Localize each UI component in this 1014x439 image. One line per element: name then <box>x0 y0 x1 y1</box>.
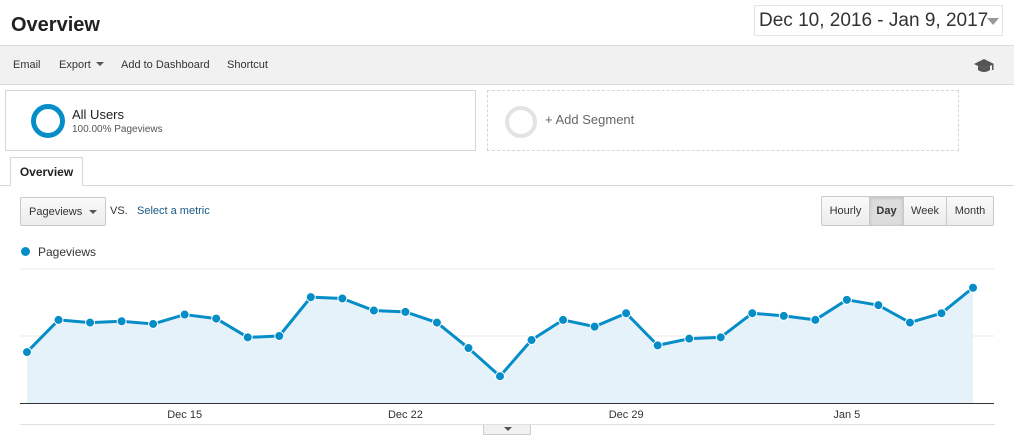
segment-name: All Users <box>72 107 125 122</box>
chart-bottom-border <box>20 424 995 425</box>
pageviews-chart: Dec 15 Dec 22 Dec 29 Jan 5 <box>20 268 994 421</box>
export-button[interactable]: Export <box>59 59 104 71</box>
data-point <box>148 318 159 329</box>
data-point <box>274 331 285 341</box>
tabs-divider <box>0 185 1014 186</box>
x-tick-label: Dec 29 <box>609 409 644 421</box>
data-point <box>116 316 127 327</box>
shortcut-button[interactable]: Shortcut <box>227 59 268 71</box>
metric-select-value: Pageviews <box>29 206 83 218</box>
hourly-button[interactable]: Hourly <box>821 196 870 226</box>
data-point <box>810 314 821 325</box>
date-range-picker[interactable]: Dec 10, 2016 - Jan 9, 2017 <box>754 5 1003 36</box>
data-point <box>337 293 348 304</box>
email-button[interactable]: Email <box>13 59 41 71</box>
data-point <box>747 308 758 319</box>
data-point <box>495 371 505 382</box>
data-point <box>904 317 915 328</box>
data-point <box>968 282 978 293</box>
legend-marker <box>21 247 30 256</box>
data-point <box>431 317 442 328</box>
data-point <box>22 347 32 358</box>
data-point <box>211 313 222 324</box>
report-header: Overview Dec 10, 2016 - Jan 9, 2017 <box>0 0 1014 45</box>
chevron-down-icon <box>987 18 999 25</box>
report-toolbar: Email Export Add to Dashboard Shortcut <box>0 45 1014 85</box>
x-tick-label: Dec 15 <box>167 409 202 421</box>
tab-overview[interactable]: Overview <box>10 157 83 186</box>
export-label: Export <box>59 59 91 71</box>
add-segment-button[interactable]: + Add Segment <box>487 90 959 151</box>
data-point <box>526 335 537 346</box>
data-point <box>85 317 96 328</box>
chevron-down-icon <box>89 210 97 214</box>
x-tick-label: Jan 5 <box>833 409 860 421</box>
data-point <box>463 343 474 354</box>
data-point <box>778 310 789 321</box>
data-point <box>242 332 253 343</box>
segment-ring-icon <box>31 104 65 138</box>
page-title: Overview <box>11 14 100 36</box>
data-point <box>179 309 190 320</box>
data-point <box>621 308 632 319</box>
add-segment-label: + Add Segment <box>545 112 635 127</box>
data-point <box>684 333 695 344</box>
vs-label: VS. <box>110 205 128 217</box>
date-range-text: Dec 10, 2016 - Jan 9, 2017 <box>759 10 989 31</box>
x-tick-label: Dec 22 <box>388 409 423 421</box>
data-point <box>368 305 379 316</box>
chevron-down-icon <box>95 62 104 66</box>
month-button[interactable]: Month <box>947 196 994 226</box>
data-point <box>652 340 663 351</box>
add-to-dashboard-button[interactable]: Add to Dashboard <box>121 59 210 71</box>
week-button[interactable]: Week <box>904 196 947 226</box>
segment-all-users[interactable]: All Users 100.00% Pageviews <box>5 90 476 151</box>
data-point <box>400 306 411 317</box>
series-area <box>27 287 973 403</box>
expand-chart-handle[interactable] <box>483 425 531 435</box>
data-point <box>53 314 64 325</box>
data-point <box>589 321 600 332</box>
data-point <box>305 292 316 303</box>
data-point <box>715 332 726 343</box>
data-point <box>841 294 852 305</box>
graduation-cap-icon[interactable] <box>973 57 995 75</box>
day-button[interactable]: Day <box>870 196 904 226</box>
empty-segment-ring-icon <box>505 106 537 138</box>
select-metric-link[interactable]: Select a metric <box>137 205 210 217</box>
segment-detail: 100.00% Pageviews <box>72 124 163 135</box>
data-point <box>558 314 569 325</box>
legend-label: Pageviews <box>38 245 97 259</box>
data-point <box>873 300 884 311</box>
metric-select[interactable]: Pageviews <box>20 197 106 226</box>
data-point <box>936 308 947 319</box>
granularity-buttons: Hourly Day Week Month <box>821 196 994 226</box>
